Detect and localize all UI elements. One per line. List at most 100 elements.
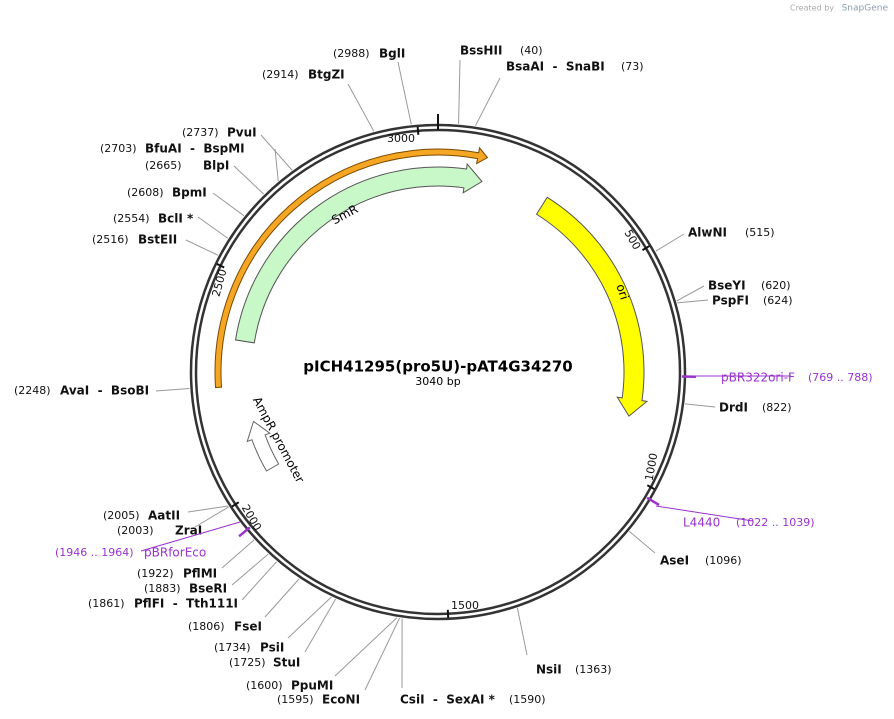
site-connector [212,192,245,217]
site-connector [287,596,332,639]
site-position: (1922) [137,567,174,580]
site-name: PsiI [260,641,284,655]
site-name: BglI [379,47,405,61]
site-connector [304,598,337,653]
site-position: (624) [763,294,793,307]
ampr-promoter-arrow [246,420,280,472]
site-position: (2516) [92,233,129,246]
site-connector [684,403,716,408]
site-position: (2703) [100,142,137,155]
site-connector [264,578,300,618]
site-position: (2554) [113,212,150,225]
site-connector [231,553,269,586]
site-position: (2005) [103,509,140,522]
site-name: PflFI - Tth111I [134,597,238,611]
scale-label: 1000 [643,452,661,482]
site-name: CsiI - SexAI * [400,693,496,707]
site-connector [197,216,229,239]
site-name: BseYI [708,279,746,293]
primer-name: L4440 [683,516,720,530]
brand: SnapGene [842,4,889,14]
site-position: (2003) [117,524,154,537]
site-position: (73) [621,60,644,73]
site-connector [194,506,229,528]
site-position: (2248) [14,384,51,397]
scale-label: 3000 [387,132,415,145]
plasmid-length: 3040 bp [415,375,460,388]
site-position: (1861) [88,597,125,610]
primer-name: pBR322ori-F [721,371,795,385]
site-position: (1806) [188,620,225,633]
primer-marker [646,496,660,507]
primer-range: (769 .. 788) [808,371,873,384]
scale-tick [216,263,225,269]
site-position: (2988) [333,47,370,60]
site-name: BlpI [203,159,229,173]
site-name: NsiI [536,663,562,677]
site-name: BtgZI [308,68,345,82]
site-position: (1590) [509,693,546,706]
primer-marker [238,526,251,538]
site-position: (1595) [277,693,314,706]
primer-name: pBRforEco [144,546,206,560]
site-name: AseI [660,554,689,568]
site-name: StuI [273,656,300,670]
site-position: (822) [762,401,792,414]
site-name: EcoNI [322,693,360,707]
site-position: (1883) [144,582,181,595]
site-name: BsaAI - SnaBI [506,60,605,74]
site-connector [221,539,255,569]
site-name: PvuI [227,126,257,140]
site-connector [233,165,265,195]
site-connector [516,607,528,656]
site-name: PspFI [712,294,749,308]
site-connector [241,561,278,601]
scale-label: 1500 [451,599,479,612]
primer-connector [655,505,754,522]
site-connector [347,83,375,132]
scale-tick [416,126,420,135]
site-name: AatII [148,509,180,523]
scale-tick [231,501,240,508]
site-connector [185,239,219,256]
site-connector [629,530,656,554]
site-connector [364,617,401,691]
site-connector [458,59,461,124]
site-name: AlwNI [688,226,727,240]
site-name: ZraI [175,524,202,538]
site-connector [474,77,501,127]
site-name: BpmI [172,186,207,200]
credit: Created by [790,4,834,13]
site-position: (40) [520,44,543,57]
primer-connector [140,521,241,552]
site-position: (1734) [214,641,251,654]
site-position: (2914) [262,68,299,81]
plasmid-name: pICH41295(pro5U)-pAT4G34270 [303,358,572,376]
site-position: (1363) [575,663,612,676]
site-name: BclI * [158,212,194,226]
site-name: BssHII [460,44,502,58]
smr-arrow [234,162,483,344]
site-connector [155,387,190,392]
site-connector [655,233,685,252]
site-connector [187,505,229,513]
ori-arrow [535,196,649,417]
site-name: AvaI - BsoBI [60,384,149,398]
site-position: (2665) [145,159,182,172]
primer-range: (1946 .. 1964) [55,546,134,559]
site-name: FseI [234,620,262,634]
site-position: (2608) [127,186,164,199]
site-position: (1725) [229,656,266,669]
site-connector [397,61,412,125]
site-name: PpuMI [291,679,333,693]
site-position: (1096) [705,554,742,567]
site-connector [274,148,279,182]
primer-range: (1022 .. 1039) [736,516,815,529]
scale-tick [641,245,650,252]
site-connector [260,134,293,171]
feature-label: ori [613,282,631,301]
site-connector [677,299,709,304]
site-position: (515) [745,226,775,239]
site-name: PflMI [183,567,217,581]
